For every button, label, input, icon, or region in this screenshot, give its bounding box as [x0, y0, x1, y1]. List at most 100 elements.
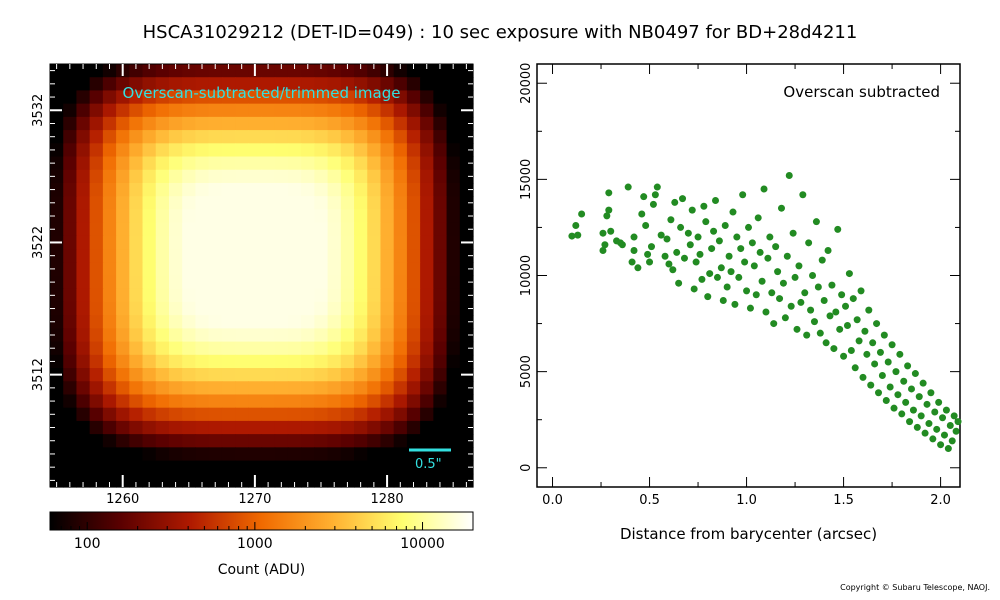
heatmap-pixel: [116, 182, 130, 197]
heatmap-pixel: [50, 116, 64, 131]
heatmap-pixel: [63, 169, 78, 184]
heatmap-pixel: [327, 407, 342, 422]
heatmap-pixel: [420, 77, 434, 92]
scatter-point: [752, 291, 760, 299]
heatmap-pixel: [327, 460, 342, 475]
heatmap-pixel: [367, 116, 382, 131]
heatmap-pixel: [142, 196, 157, 211]
heatmap-pixel: [354, 196, 368, 211]
heatmap-pixel: [102, 77, 117, 92]
heatmap-pixel: [420, 407, 434, 422]
heatmap-pixel: [393, 196, 408, 211]
heatmap-pixel: [182, 209, 197, 224]
scatter-point: [618, 241, 626, 249]
heatmap-pixel: [76, 222, 91, 237]
heatmap-pixel: [102, 116, 117, 131]
scatter-point: [777, 204, 785, 212]
scatter-axes: 0.0 0.5 1.0 1.5 2.0 0 5000 10000 15000 20000 Dista…: [519, 63, 961, 543]
heatmap-pixel: [235, 209, 249, 224]
heatmap-pixel: [168, 301, 183, 316]
heatmap-pixel: [340, 182, 355, 197]
heatmap-pixel: [235, 420, 249, 435]
heatmap-pixel: [380, 381, 395, 396]
heatmap-pixel: [459, 249, 474, 263]
scatter-point: [729, 208, 737, 216]
scatter-point: [880, 331, 888, 339]
heatmap-pixel: [102, 434, 117, 448]
heatmap-pixel: [116, 77, 130, 92]
heatmap-pixel: [340, 447, 355, 462]
scatter-point: [704, 293, 712, 301]
heatmap-pixel: [327, 354, 342, 369]
heatmap-pixel: [367, 394, 382, 409]
heatmap-pixel: [287, 196, 302, 211]
heatmap-pixel: [142, 354, 157, 369]
heatmap-pixel: [221, 156, 236, 171]
heatmap-pixel: [116, 368, 130, 382]
heatmap-pixel: [354, 434, 368, 448]
heatmap-pixel: [89, 341, 104, 356]
heatmap-pixel: [367, 434, 382, 448]
heatmap-pixel: [116, 328, 130, 343]
heatmap-pixel: [446, 341, 461, 356]
heatmap-pixel: [433, 328, 448, 343]
heatmap-pixel: [221, 407, 236, 422]
heatmap-pixel: [261, 354, 276, 369]
scatter-points: [568, 172, 962, 453]
heatmap-pixel: [314, 381, 329, 396]
heatmap-pixel: [116, 460, 130, 475]
heatmap-pixel: [221, 209, 236, 224]
heatmap-pixel: [446, 301, 461, 316]
scatter-point: [946, 421, 954, 429]
scatter-point: [931, 408, 939, 416]
heatmap-pixel: [314, 209, 329, 224]
heatmap-pixel: [50, 434, 64, 448]
heatmap-pixel: [446, 103, 461, 118]
heatmap-pixel: [420, 301, 434, 316]
heatmap-pixel: [261, 222, 276, 237]
heatmap-pixel: [301, 315, 315, 329]
scatter-point: [665, 260, 673, 268]
heatmap-pixel: [393, 275, 408, 290]
heatmap-pixel: [142, 434, 157, 448]
heatmap-pixel: [420, 394, 434, 409]
heatmap-pixel: [314, 235, 329, 250]
heatmap-pixel: [76, 407, 91, 422]
heatmap-pixel: [274, 473, 289, 488]
heatmap-pixel: [102, 275, 117, 290]
heatmap-pixel: [195, 288, 210, 303]
heatmap-pixel: [340, 368, 355, 382]
heatmap-pixel: [287, 64, 302, 78]
heatmap-pixel: [155, 222, 170, 237]
heatmap-pixel: [367, 222, 382, 237]
heatmap-pixel: [221, 341, 236, 356]
heatmap-pixel: [380, 235, 395, 250]
heatmap-pixel: [314, 460, 329, 475]
heatmap-pixel: [340, 288, 355, 303]
heatmap-pixel: [208, 354, 223, 369]
heatmap-image: [50, 64, 474, 488]
heatmap-pixel: [102, 447, 117, 462]
heatmap-pixel: [63, 288, 78, 303]
scatter-point: [927, 389, 935, 397]
heatmap-pixel: [354, 315, 368, 329]
scatter-point: [888, 341, 896, 349]
scatter-y-tick-label: 0: [519, 464, 534, 472]
heatmap-pixel: [142, 235, 157, 250]
scatter-point: [826, 312, 834, 320]
scatter-point: [578, 210, 586, 218]
heatmap-pixel: [433, 354, 448, 369]
heatmap-pixel: [76, 354, 91, 369]
heatmap-pixel: [248, 447, 263, 462]
heatmap-pixel: [327, 143, 342, 158]
heatmap-pixel: [380, 460, 395, 475]
heatmap-pixel: [182, 64, 197, 78]
heatmap-pixel: [393, 447, 408, 462]
heatmap-pixel: [340, 315, 355, 329]
heatmap-pixel: [76, 288, 91, 303]
scatter-point: [768, 289, 776, 297]
heatmap-pixel: [393, 394, 408, 409]
heatmap-pixel: [182, 341, 197, 356]
heatmap-pixel: [63, 156, 78, 171]
heatmap-pixel: [367, 196, 382, 211]
